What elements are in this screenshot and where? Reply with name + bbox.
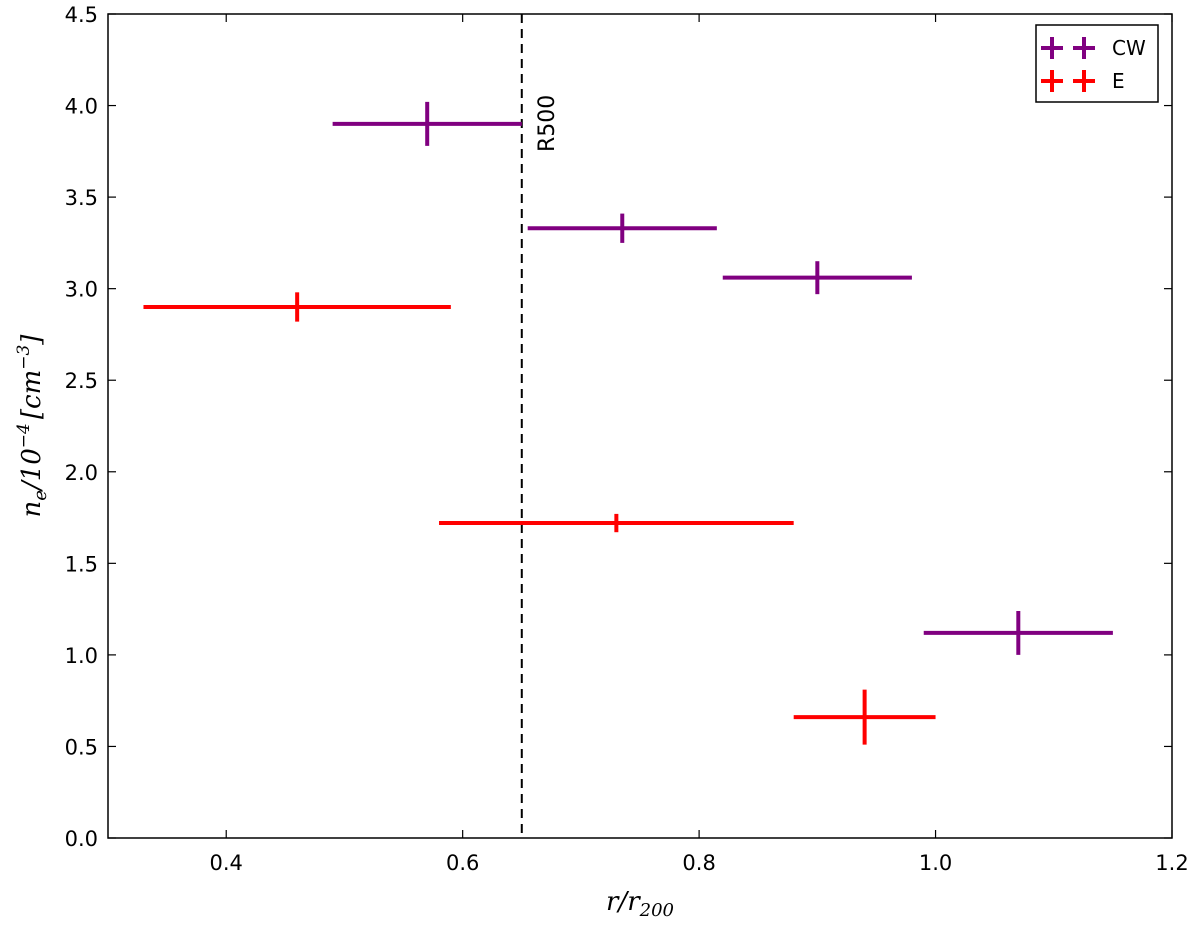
y-tick-label: 3.5 (65, 186, 98, 210)
y-tick-label: 0.0 (65, 827, 98, 851)
y-tick-label: 1.5 (65, 552, 98, 576)
legend-label-cw: CW (1112, 36, 1146, 60)
x-axis-label-main: r/r (606, 887, 641, 917)
y-axis-label: ne/10−4 [cm−3] (14, 334, 51, 518)
x-tick-label: 0.6 (446, 851, 479, 875)
y-tick-label: 3.0 (65, 278, 98, 302)
tick-layer: 0.4 0.6 0.8 1.0 1.2 0.0 0.5 1.0 1.5 2.0 2.5 3.0 3.5 4… (65, 3, 1189, 875)
data-point-e (143, 292, 451, 322)
y-axis-label-subscript: e (30, 490, 51, 501)
y-tick-label: 2.5 (65, 369, 98, 393)
x-tick-label: 0.8 (682, 851, 715, 875)
data-point-cw (527, 213, 717, 243)
plot-frame (107, 13, 1173, 839)
y-axis-label-unit-open: [cm (17, 370, 47, 419)
y-axis-label-superscript: −4 (14, 423, 34, 448)
data-point-cw (923, 610, 1113, 655)
r500-label: R500 (535, 95, 560, 152)
y-axis-label-unit-close: ] (17, 334, 47, 346)
data-point-e (793, 689, 936, 745)
legend-box (1035, 24, 1159, 103)
legend-entries: CW E (1041, 36, 1146, 93)
y-tick-label: 1.0 (65, 644, 98, 668)
y-axis-label-mid: /10 (17, 448, 47, 493)
y-tick-label: 2.0 (65, 461, 98, 485)
data-point-e (439, 513, 794, 533)
data-layer (143, 101, 1113, 745)
x-tick-label: 1.0 (919, 851, 952, 875)
y-tick-label: 4.5 (65, 3, 98, 27)
y-tick-label: 4.0 (65, 95, 98, 119)
x-tick-label: 0.4 (210, 851, 243, 875)
legend: CW E (1035, 24, 1159, 103)
y-axis-label-main: n (17, 501, 47, 518)
x-axis-label-subscript: 200 (639, 900, 674, 921)
legend-label-e: E (1112, 69, 1125, 93)
legend-entry-cw: CW (1041, 36, 1146, 60)
x-tick-label: 1.2 (1155, 851, 1188, 875)
data-point-cw (332, 101, 522, 146)
legend-entry-e: E (1041, 69, 1125, 93)
reference-layer: R500 (520, 14, 560, 838)
plot-background (108, 14, 1172, 838)
y-axis-label-unit-superscript: −3 (14, 345, 34, 370)
x-axis-label: r/r200 (606, 887, 674, 921)
data-point-cw (722, 261, 912, 295)
y-tick-label: 0.5 (65, 735, 98, 759)
